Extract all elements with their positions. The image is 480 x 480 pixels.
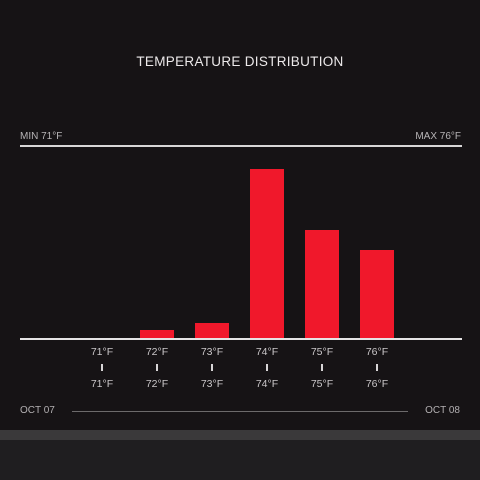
bar-3 <box>195 323 229 338</box>
x-tick-label: 74°F <box>255 346 279 358</box>
chart-title: TEMPERATURE DISTRIBUTION <box>136 54 344 69</box>
chart-screen: TEMPERATURE DISTRIBUTION MIN 71°F MAX 76… <box>20 54 462 416</box>
x-tick-mark <box>376 364 378 371</box>
end-date-label: OCT 08 <box>425 405 460 416</box>
lower-area <box>0 440 480 480</box>
x-secondary-label: 76°F <box>365 378 389 390</box>
x-secondary-label: 75°F <box>310 378 334 390</box>
x-tick-label: 71°F <box>90 346 114 358</box>
top-rule <box>20 145 462 147</box>
x-secondary-label: 71°F <box>90 378 114 390</box>
bottom-bar <box>0 430 480 440</box>
baseline <box>20 338 462 340</box>
x-tick-label: 75°F <box>310 346 334 358</box>
start-date-label: OCT 07 <box>20 405 55 416</box>
x-secondary-label: 72°F <box>145 378 169 390</box>
bar-6 <box>360 250 394 338</box>
timeline-line <box>72 411 408 412</box>
max-temperature-label: MAX 76°F <box>415 131 461 142</box>
bar-2 <box>140 330 174 338</box>
x-tick-label: 76°F <box>365 346 389 358</box>
x-tick-mark <box>321 364 323 371</box>
x-secondary-label: 73°F <box>200 378 224 390</box>
x-tick-mark <box>211 364 213 371</box>
x-tick-label: 73°F <box>200 346 224 358</box>
x-tick-label: 72°F <box>145 346 169 358</box>
x-secondary-label: 74°F <box>255 378 279 390</box>
x-tick-mark <box>266 364 268 371</box>
bar-4 <box>250 169 284 338</box>
x-tick-mark <box>156 364 158 371</box>
bar-5 <box>305 230 339 338</box>
min-temperature-label: MIN 71°F <box>20 131 63 142</box>
x-tick-mark <box>101 364 103 371</box>
